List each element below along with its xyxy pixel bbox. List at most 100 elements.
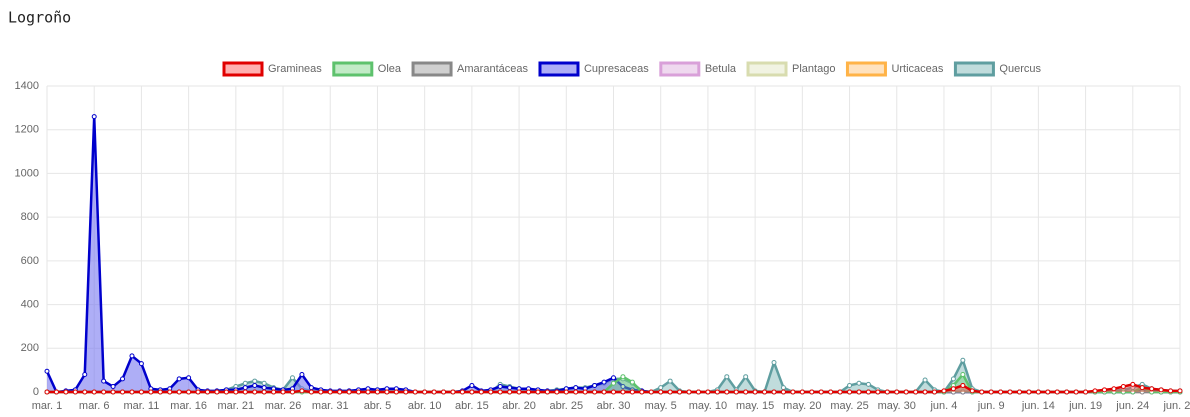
data-point [497,389,503,395]
data-point [299,372,305,378]
data-point [865,389,871,395]
data-point [242,385,248,391]
data-point [611,380,616,386]
data-point [611,389,616,395]
x-tick-label: jun. 19 [1068,400,1102,412]
data-point [988,389,994,395]
data-point [138,389,144,395]
data-point [186,389,192,395]
x-tick-label: abr. 20 [502,400,536,412]
x-tick-label: mar. 16 [170,400,207,412]
data-point [837,389,843,395]
data-point [1026,389,1032,395]
data-point [252,378,258,384]
data-point [431,389,437,395]
data-point [932,389,938,395]
data-point [289,375,295,381]
data-point [1016,389,1022,395]
data-point [573,385,579,391]
x-tick-label: may. 20 [783,400,821,412]
data-point [129,389,135,395]
data-point [960,382,966,388]
data-point [1120,389,1126,395]
x-tick-label: mar. 26 [265,400,302,412]
data-point [148,389,154,395]
data-point [327,389,333,395]
data-point [658,385,664,391]
data-point [922,389,928,395]
y-tick-label: 1200 [15,124,39,136]
data-point [856,380,862,386]
data-point [743,374,749,380]
data-point [91,114,97,120]
data-point [516,389,522,395]
x-tick-label: mar. 31 [312,400,349,412]
data-point [733,389,739,395]
x-tick-label: abr. 25 [549,400,583,412]
data-point [507,385,513,391]
y-tick-label: 1400 [15,80,39,92]
y-tick-label: 0 [33,386,39,398]
x-tick-label: mar. 6 [79,400,110,412]
legend: Gramineas Olea Amarantáceas Cupresaceas Betu… [222,61,1041,77]
legend-label: Plantago [792,63,835,75]
legend-swatch [659,61,701,77]
data-point [261,380,267,386]
data-point [403,389,409,395]
data-point [695,389,701,395]
legend-item: Amarantáceas [411,61,528,77]
data-point [110,384,116,390]
x-tick-label: abr. 30 [597,400,631,412]
data-point [346,389,352,395]
data-point [762,389,768,395]
data-point [195,389,201,395]
data-point [752,389,758,395]
data-point [72,389,78,395]
data-point [592,382,598,388]
x-tick-label: may. 5 [645,400,677,412]
data-point [563,389,569,395]
data-point [960,389,966,395]
data-point [875,389,881,395]
x-tick-label: abr. 15 [455,400,489,412]
legend-swatch [411,61,453,77]
data-point [979,389,985,395]
x-tick-label: jun. 14 [1021,400,1055,412]
data-point [847,382,853,388]
data-point [592,389,598,395]
data-point [526,389,532,395]
data-point [828,389,834,395]
data-point [535,389,541,395]
legend-label: Olea [378,63,402,75]
data-point [384,389,390,395]
data-point [82,372,88,378]
data-point [318,389,324,395]
data-point [950,376,956,382]
legend-swatch [538,61,580,77]
data-point [922,377,928,383]
data-point [157,389,163,395]
data-point [261,385,267,391]
data-point [1139,385,1145,391]
data-point [63,389,69,395]
data-point [573,389,579,395]
data-point [601,389,607,395]
data-point [167,389,173,395]
data-point [422,389,428,395]
legend-item: Urticaceas [845,61,944,77]
data-point [1130,381,1136,387]
data-point [724,389,730,395]
data-point [884,389,890,395]
data-point [1073,389,1079,395]
y-tick-label: 400 [21,298,39,310]
data-point [337,389,343,395]
data-point [469,382,475,388]
legend-label: Amarantáceas [457,63,528,75]
data-point [1158,387,1164,393]
data-point [611,375,616,381]
data-point [629,389,635,395]
data-point [469,389,475,395]
x-tick-label: mar. 21 [217,400,254,412]
data-point [1054,389,1060,395]
